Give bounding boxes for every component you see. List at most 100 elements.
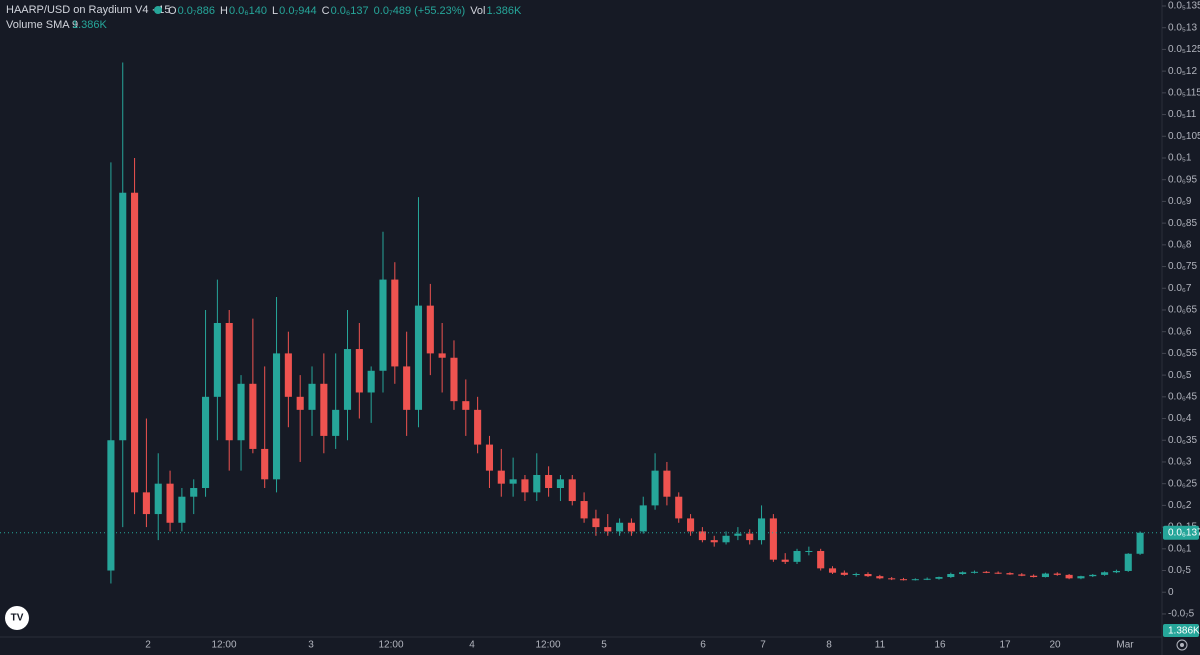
candle-body — [1041, 573, 1049, 578]
candle-body — [1053, 573, 1061, 575]
candle-body — [545, 474, 553, 489]
settings-icon[interactable] — [1176, 639, 1188, 651]
candle-body — [403, 366, 411, 410]
candle-body — [710, 540, 718, 543]
x-tick-label: 12:00 — [378, 640, 403, 651]
candle-body — [734, 533, 742, 536]
candle-body — [213, 323, 221, 397]
x-tick-label: 11 — [875, 640, 886, 651]
candle-body — [438, 353, 446, 358]
y-tick-label: 0.0₆6 — [1168, 326, 1192, 337]
candle-body — [166, 483, 174, 523]
candle-body — [1112, 570, 1120, 573]
candle-body — [911, 579, 919, 581]
candle-body — [107, 440, 115, 571]
x-tick-label: 12:00 — [535, 640, 560, 651]
candle-body — [343, 349, 352, 410]
candle-body — [414, 305, 423, 410]
candle-body — [888, 578, 896, 580]
y-tick-label: 0.0₆65 — [1168, 305, 1197, 316]
candle-body — [320, 383, 328, 436]
candle-body — [379, 279, 387, 371]
candle-body — [627, 522, 635, 532]
candle-body — [994, 572, 1002, 574]
volume-badge-label: 1.386K — [1168, 626, 1200, 637]
candle-body — [840, 572, 848, 575]
tv-logo[interactable]: TV — [5, 606, 29, 630]
candle-body — [1089, 574, 1097, 577]
candle-body — [923, 578, 931, 580]
y-tick-label: 0.0₆1 — [1168, 543, 1192, 554]
y-tick-label: 0.0₆2 — [1168, 500, 1192, 511]
candle-body — [462, 401, 470, 410]
chart-title: HAARP/USD on Raydium V4 · 15 — [6, 4, 170, 16]
y-tick-label: 0.0₅105 — [1168, 131, 1200, 142]
x-tick-label: 3 — [308, 640, 314, 651]
candle-body — [817, 550, 825, 569]
candle-body — [781, 559, 789, 562]
x-tick-label: 8 — [826, 640, 832, 651]
candle-body — [391, 279, 399, 367]
candle-body — [982, 571, 990, 573]
candle-body — [367, 370, 375, 393]
legend-label: O — [168, 5, 177, 17]
candle-body — [284, 353, 292, 397]
legend-value: 0.0₆137 — [331, 5, 369, 17]
candle-body — [202, 396, 210, 489]
x-tick-label: 7 — [760, 640, 766, 651]
last-price-label: 0.0₆137 — [1168, 527, 1200, 538]
y-tick-label: 0.0₅1 — [1168, 153, 1192, 164]
candle-body — [604, 527, 612, 532]
volume-badge — [1163, 624, 1199, 637]
y-tick-label: 0.0₅135 — [1168, 1, 1200, 12]
y-tick-label: 0.0₅115 — [1168, 87, 1200, 98]
candle-body — [864, 573, 872, 577]
candle-body — [698, 531, 706, 541]
candle-body — [1006, 573, 1014, 575]
candle-body — [1136, 532, 1144, 554]
legend-label: C — [322, 5, 330, 17]
candles — [107, 62, 1144, 584]
y-tick-label: 0.0₆9 — [1168, 196, 1192, 207]
candle-body — [876, 576, 884, 579]
candle-body — [1065, 574, 1073, 579]
legend-value: 0.0₇886 — [178, 5, 215, 17]
candle-body — [521, 479, 529, 493]
candle-body — [970, 571, 979, 573]
candle-body — [450, 357, 458, 402]
candle-body — [249, 383, 257, 449]
candle-body — [178, 496, 186, 523]
y-tick-label: 0 — [1168, 587, 1174, 598]
candle-body — [332, 409, 340, 436]
y-tick-label: 0.0₆45 — [1168, 391, 1197, 402]
y-tick-label: 0.0₆55 — [1168, 348, 1197, 359]
candle-body — [592, 518, 600, 528]
candle-body — [154, 483, 162, 515]
candle-body — [828, 568, 837, 573]
y-tick-label: 0.0₆5 — [1168, 370, 1192, 381]
candle-body — [1018, 574, 1026, 576]
legend-value: 0.0₇944 — [279, 5, 316, 17]
x-tick-label: Mar — [1116, 640, 1134, 651]
candle-body — [947, 573, 955, 578]
candle-body — [616, 522, 624, 532]
y-tick-label: 0.0₅13 — [1168, 22, 1197, 33]
candle-body — [663, 470, 671, 497]
candle-body — [580, 501, 588, 519]
candle-body — [497, 470, 505, 484]
candle-body — [261, 448, 269, 480]
x-tick-label: 5 — [601, 640, 607, 651]
legend-label: L — [272, 5, 278, 17]
candle-body — [237, 383, 245, 441]
candle-body — [722, 535, 730, 543]
status-dot — [154, 6, 162, 14]
candle-body — [474, 409, 482, 445]
y-tick-label: 0.0₆3 — [1168, 457, 1192, 468]
x-tick-label: 12:00 — [211, 640, 236, 651]
svg-text:TV: TV — [11, 613, 24, 624]
candle-body — [485, 444, 494, 471]
candle-body — [639, 505, 647, 532]
candle-body — [687, 518, 695, 532]
